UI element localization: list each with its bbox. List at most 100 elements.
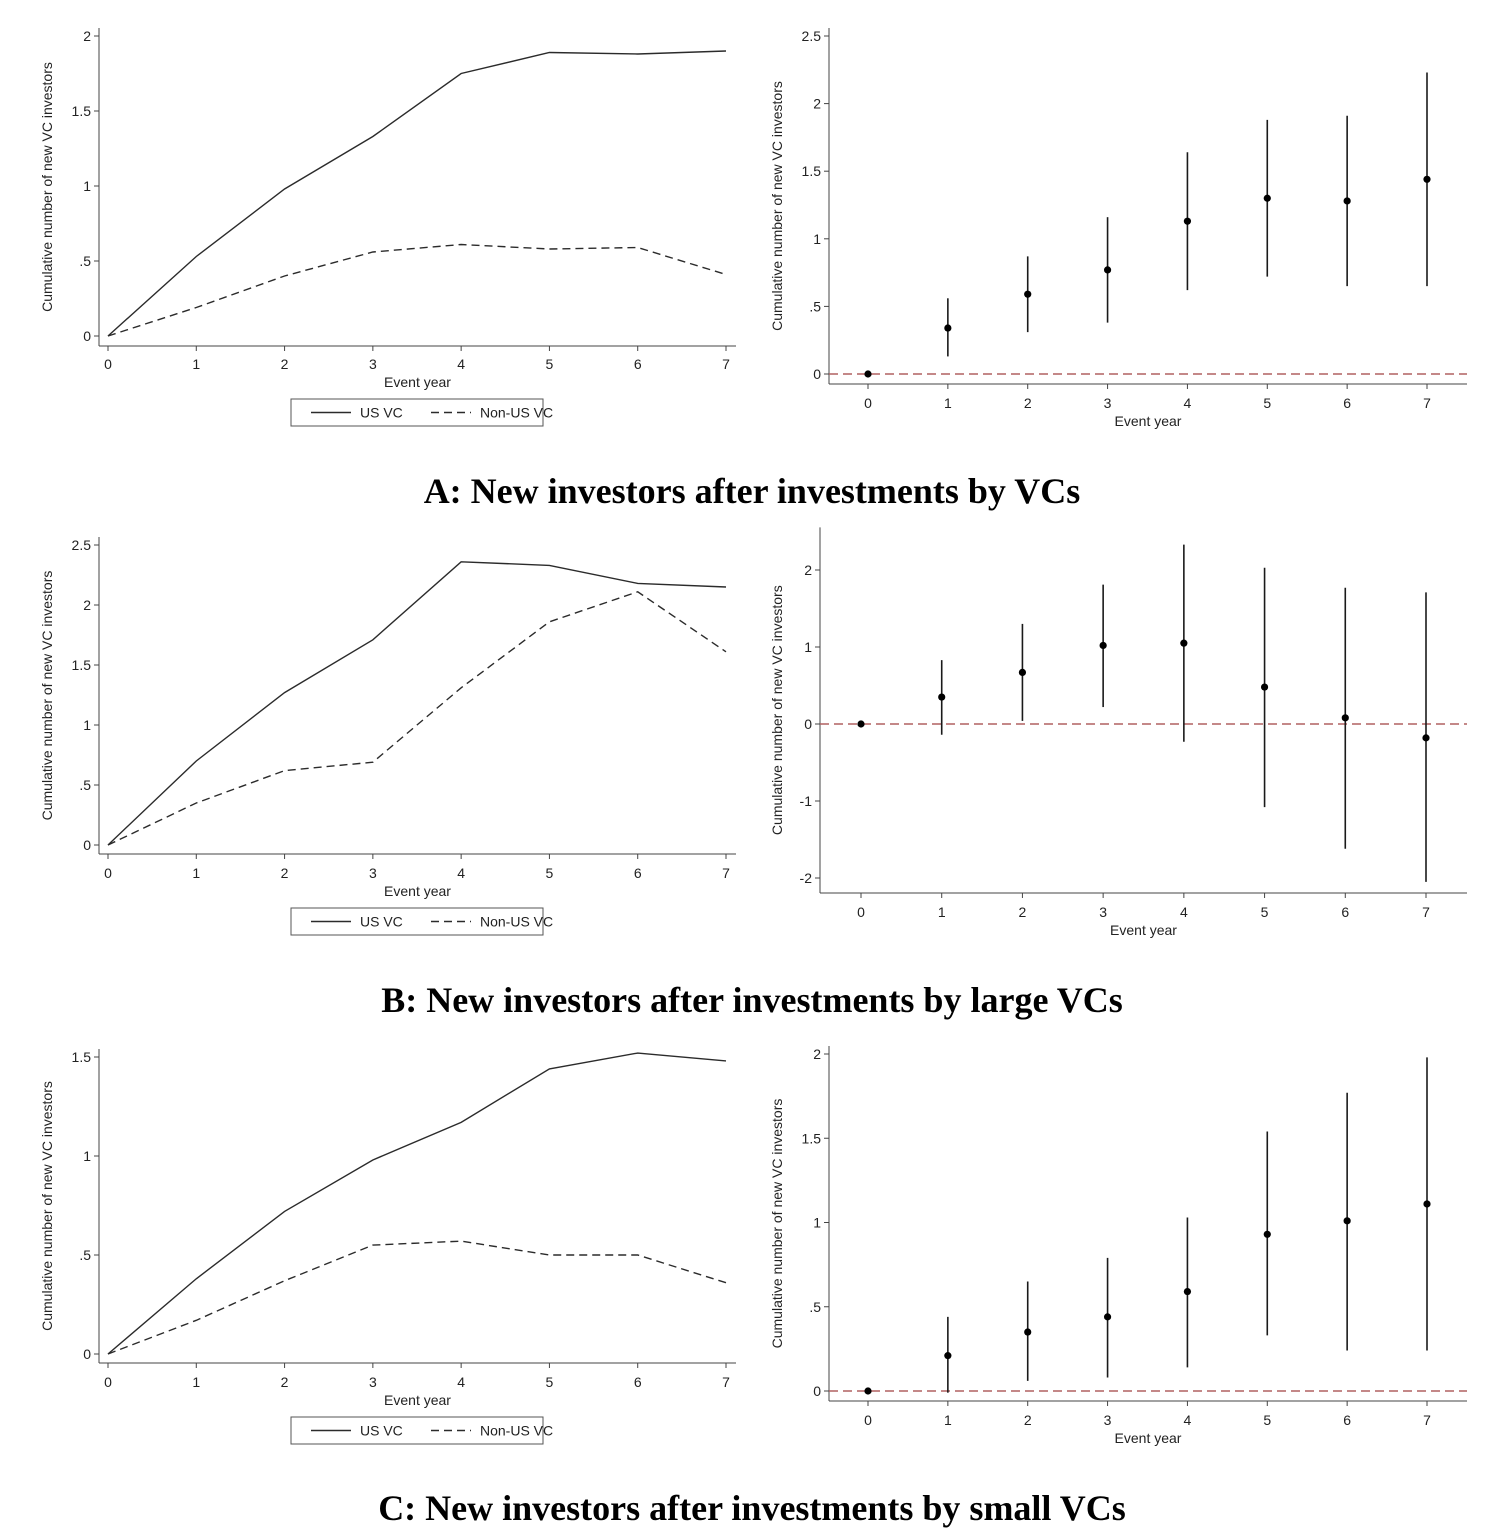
x-tick-label: 4 <box>457 356 465 372</box>
point-estimate <box>1103 1313 1112 1321</box>
point-estimate <box>1180 639 1188 647</box>
x-tick-label: 6 <box>1341 904 1349 920</box>
point-estimate <box>938 693 946 701</box>
point-estimate <box>1103 266 1112 274</box>
x-tick-label: 1 <box>938 904 946 920</box>
x-tick-label: 0 <box>857 904 865 920</box>
legend-label: Non-US VC <box>480 405 553 421</box>
legend-label: US VC <box>360 405 403 421</box>
y-tick-label: 0 <box>83 837 91 853</box>
x-tick-label: 6 <box>1343 395 1351 411</box>
x-tick-label: 3 <box>369 865 377 881</box>
x-tick-label: 1 <box>944 1412 952 1428</box>
x-tick-label: 5 <box>1263 1412 1271 1428</box>
x-tick-label: 2 <box>1024 1412 1032 1428</box>
x-tick-label: 2 <box>281 356 289 372</box>
plot-b-left: 0 .5 1 1.5 2 2.5 0 1 2 3 4 5 6 7 Event year Cumulative … <box>39 537 736 936</box>
y-tick-label: 2 <box>83 28 91 44</box>
panel-b-title: B: New investors after investments by la… <box>381 980 1123 1020</box>
point-estimate <box>1099 641 1107 650</box>
legend: US VC Non-US VC <box>290 398 553 427</box>
x-tick-label: 0 <box>104 1374 112 1390</box>
y-tick-label: .5 <box>79 1247 91 1263</box>
point-estimate <box>1018 668 1027 677</box>
y-tick-label: 2.5 <box>72 537 92 553</box>
x-tick-label: 6 <box>634 356 642 372</box>
point-estimate <box>1183 1287 1192 1296</box>
point-estimate <box>1343 197 1351 205</box>
y-tick-label: 0 <box>83 328 91 344</box>
x-tick-label: 7 <box>722 356 730 372</box>
point-estimate <box>1423 1200 1431 1208</box>
y-tick-label: 1 <box>83 178 91 194</box>
x-axis-title: Event year <box>384 883 451 899</box>
x-tick-label: 7 <box>722 865 730 881</box>
y-tick-label: -2 <box>800 870 813 886</box>
y-tick-label: 1.5 <box>802 1130 822 1146</box>
point-estimate <box>1183 217 1192 225</box>
x-axis-title: Event year <box>384 1392 451 1408</box>
plot-a-right: 0 .5 1 1.5 2 2.5 0 1 2 3 4 5 6 7 Event year Cumulative … <box>769 28 1467 429</box>
plot-b-right: -2 -1 0 1 2 0 1 2 3 4 5 6 7 Event year Cumulative numb… <box>769 527 1467 938</box>
x-tick-label: 5 <box>1261 904 1269 920</box>
y-axis-title: Cumulative number of new VC investors <box>769 1099 785 1349</box>
point-estimate <box>944 324 952 332</box>
x-tick-label: 7 <box>722 1374 730 1390</box>
y-tick-label: 2.5 <box>802 28 822 44</box>
x-tick-label: 6 <box>1343 1412 1351 1428</box>
x-tick-label: 5 <box>1263 395 1271 411</box>
x-tick-label: 3 <box>1104 395 1112 411</box>
y-tick-label: 2 <box>804 562 812 578</box>
x-tick-label: 1 <box>192 865 200 881</box>
x-axis-title: Event year <box>1115 1430 1182 1446</box>
x-tick-label: 4 <box>1184 1412 1192 1428</box>
x-tick-label: 3 <box>369 1374 377 1390</box>
y-tick-label: 1 <box>813 231 821 247</box>
legend: US VC Non-US VC <box>290 907 553 936</box>
y-axis-title: Cumulative number of new VC investors <box>769 81 785 331</box>
y-tick-label: 0 <box>813 1383 821 1399</box>
point-estimate <box>1341 714 1349 722</box>
legend-label: US VC <box>360 1423 403 1439</box>
y-tick-label: 1.5 <box>72 657 92 673</box>
y-tick-label: 2 <box>813 96 821 112</box>
y-tick-label: .5 <box>79 253 91 269</box>
point-estimate <box>944 1352 952 1360</box>
y-axis-title: Cumulative number of new VC investors <box>769 585 785 835</box>
series-line-us-vc <box>107 561 727 846</box>
legend-label: Non-US VC <box>480 1423 553 1439</box>
x-tick-label: 4 <box>1184 395 1192 411</box>
x-tick-label: 0 <box>864 1412 872 1428</box>
x-tick-label: 0 <box>104 865 112 881</box>
point-estimate <box>864 370 872 378</box>
y-tick-label: 1 <box>804 639 812 655</box>
x-tick-label: 1 <box>192 1374 200 1390</box>
x-axis-title: Event year <box>384 374 451 390</box>
x-tick-label: 5 <box>546 865 554 881</box>
point-estimate <box>1422 734 1430 742</box>
y-tick-label: 1 <box>83 717 91 733</box>
legend-label: US VC <box>360 914 403 930</box>
x-tick-label: 0 <box>104 356 112 372</box>
x-tick-label: 3 <box>369 356 377 372</box>
x-tick-label: 2 <box>281 865 289 881</box>
x-tick-label: 4 <box>457 1374 465 1390</box>
series-line-non-us-vc <box>107 591 727 846</box>
y-tick-label: 0 <box>804 716 812 732</box>
x-axis-title: Event year <box>1110 922 1177 938</box>
x-tick-label: 7 <box>1423 395 1431 411</box>
point-estimate <box>1263 194 1271 202</box>
x-tick-label: 1 <box>192 356 200 372</box>
panel-c-title: C: New investors after investments by sm… <box>378 1488 1126 1528</box>
y-tick-label: 1.5 <box>72 103 92 119</box>
y-tick-label: 1.5 <box>802 163 822 179</box>
series-line-us-vc <box>107 50 727 337</box>
x-tick-label: 3 <box>1104 1412 1112 1428</box>
plot-c-left: 0 .5 1 1.5 0 1 2 3 4 5 6 7 Event year Cumulative numb… <box>39 1049 736 1445</box>
y-axis-title: Cumulative number of new VC investors <box>39 1081 55 1331</box>
x-axis-title: Event year <box>1115 413 1182 429</box>
point-estimate <box>1260 683 1269 691</box>
point-estimate <box>864 1387 872 1395</box>
y-tick-label: 1 <box>813 1215 821 1231</box>
